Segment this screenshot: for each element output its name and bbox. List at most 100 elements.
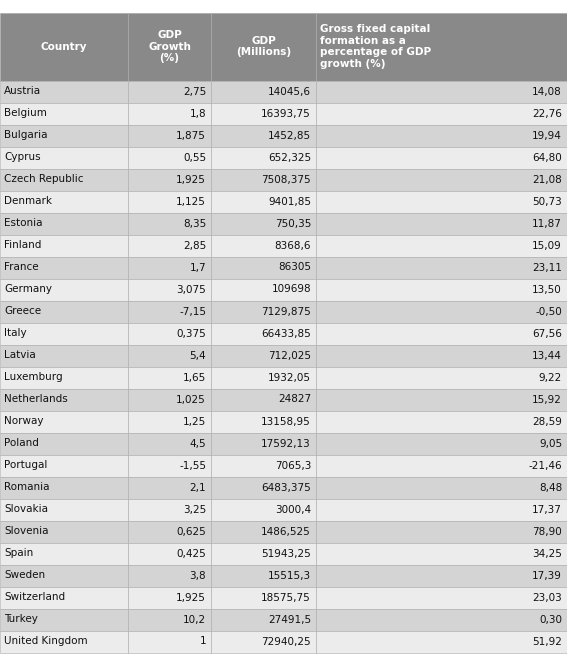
Text: 72940,25: 72940,25 xyxy=(261,636,311,646)
Text: Poland: Poland xyxy=(4,438,39,448)
Bar xyxy=(128,587,211,608)
Text: 15515,3: 15515,3 xyxy=(268,571,311,581)
Bar xyxy=(0,388,128,410)
Bar xyxy=(211,454,316,477)
Bar xyxy=(128,301,211,323)
Text: 8,48: 8,48 xyxy=(539,483,562,493)
Bar xyxy=(211,477,316,499)
Text: 16393,75: 16393,75 xyxy=(261,108,311,118)
Bar xyxy=(0,168,128,190)
Bar xyxy=(316,80,567,102)
Text: 4,5: 4,5 xyxy=(189,438,206,448)
Bar xyxy=(211,565,316,587)
Text: 14045,6: 14045,6 xyxy=(268,86,311,96)
Text: 17,37: 17,37 xyxy=(532,505,562,515)
Text: 6483,375: 6483,375 xyxy=(261,483,311,493)
Bar xyxy=(0,80,128,102)
Text: 11,87: 11,87 xyxy=(532,219,562,229)
Text: 1,8: 1,8 xyxy=(189,108,206,118)
Text: 9,05: 9,05 xyxy=(539,438,562,448)
Text: Turkey: Turkey xyxy=(4,614,38,624)
Bar xyxy=(0,235,128,257)
Bar xyxy=(128,257,211,279)
Text: Greece: Greece xyxy=(4,307,41,317)
Bar xyxy=(316,388,567,410)
Text: 86305: 86305 xyxy=(278,263,311,273)
Text: 15,09: 15,09 xyxy=(532,241,562,251)
Bar xyxy=(211,587,316,608)
Bar xyxy=(316,146,567,168)
Bar xyxy=(0,565,128,587)
Text: 13,50: 13,50 xyxy=(532,285,562,295)
Text: 24827: 24827 xyxy=(278,394,311,404)
Bar xyxy=(211,499,316,521)
Bar xyxy=(128,630,211,652)
Bar xyxy=(0,190,128,213)
Text: 13,44: 13,44 xyxy=(532,350,562,360)
Bar xyxy=(211,80,316,102)
Bar xyxy=(211,279,316,301)
Bar xyxy=(128,432,211,454)
Text: 1,25: 1,25 xyxy=(183,416,206,426)
Text: 3,075: 3,075 xyxy=(176,285,206,295)
Bar xyxy=(128,521,211,543)
Text: 78,90: 78,90 xyxy=(532,527,562,537)
Bar xyxy=(316,454,567,477)
Text: 1452,85: 1452,85 xyxy=(268,130,311,140)
Bar xyxy=(128,454,211,477)
Bar xyxy=(316,477,567,499)
Bar xyxy=(316,13,567,80)
Text: 3000,4: 3000,4 xyxy=(275,505,311,515)
Text: 1,875: 1,875 xyxy=(176,130,206,140)
Bar xyxy=(0,410,128,432)
Text: 2,75: 2,75 xyxy=(183,86,206,96)
Text: 712,025: 712,025 xyxy=(268,350,311,360)
Text: 17,39: 17,39 xyxy=(532,571,562,581)
Text: Spain: Spain xyxy=(4,549,33,559)
Bar xyxy=(316,565,567,587)
Text: 0,375: 0,375 xyxy=(176,329,206,338)
Text: Slovenia: Slovenia xyxy=(4,527,49,537)
Text: 18575,75: 18575,75 xyxy=(261,593,311,602)
Bar xyxy=(211,235,316,257)
Bar xyxy=(0,630,128,652)
Text: Gross fixed capital
formation as a
percentage of GDP
growth (%): Gross fixed capital formation as a perce… xyxy=(320,24,431,69)
Bar xyxy=(211,366,316,388)
Text: Finland: Finland xyxy=(4,241,41,251)
Text: Germany: Germany xyxy=(4,285,52,295)
Text: 27491,5: 27491,5 xyxy=(268,614,311,624)
Bar xyxy=(0,432,128,454)
Text: -0,50: -0,50 xyxy=(535,307,562,317)
Text: 7508,375: 7508,375 xyxy=(261,174,311,184)
Bar xyxy=(128,565,211,587)
Bar xyxy=(316,587,567,608)
Text: 1,925: 1,925 xyxy=(176,593,206,602)
Bar xyxy=(128,366,211,388)
Bar xyxy=(316,366,567,388)
Bar xyxy=(0,213,128,235)
Text: 9401,85: 9401,85 xyxy=(268,196,311,207)
Text: Czech Republic: Czech Republic xyxy=(4,174,83,184)
Text: -7,15: -7,15 xyxy=(179,307,206,317)
Text: 109698: 109698 xyxy=(272,285,311,295)
Text: 51,92: 51,92 xyxy=(532,636,562,646)
Bar xyxy=(128,124,211,146)
Text: 8368,6: 8368,6 xyxy=(274,241,311,251)
Text: 1: 1 xyxy=(200,636,206,646)
Bar xyxy=(0,608,128,630)
Text: GDP
(Millions): GDP (Millions) xyxy=(236,36,291,57)
Text: Belgium: Belgium xyxy=(4,108,47,118)
Text: -21,46: -21,46 xyxy=(528,460,562,471)
Text: 1,925: 1,925 xyxy=(176,174,206,184)
Text: 8,35: 8,35 xyxy=(183,219,206,229)
Bar xyxy=(0,344,128,366)
Bar xyxy=(211,388,316,410)
Text: Netherlands: Netherlands xyxy=(4,394,67,404)
Text: 51943,25: 51943,25 xyxy=(261,549,311,559)
Text: 17592,13: 17592,13 xyxy=(261,438,311,448)
Bar xyxy=(211,410,316,432)
Bar xyxy=(128,608,211,630)
Text: 2,1: 2,1 xyxy=(189,483,206,493)
Bar xyxy=(211,344,316,366)
Bar xyxy=(0,366,128,388)
